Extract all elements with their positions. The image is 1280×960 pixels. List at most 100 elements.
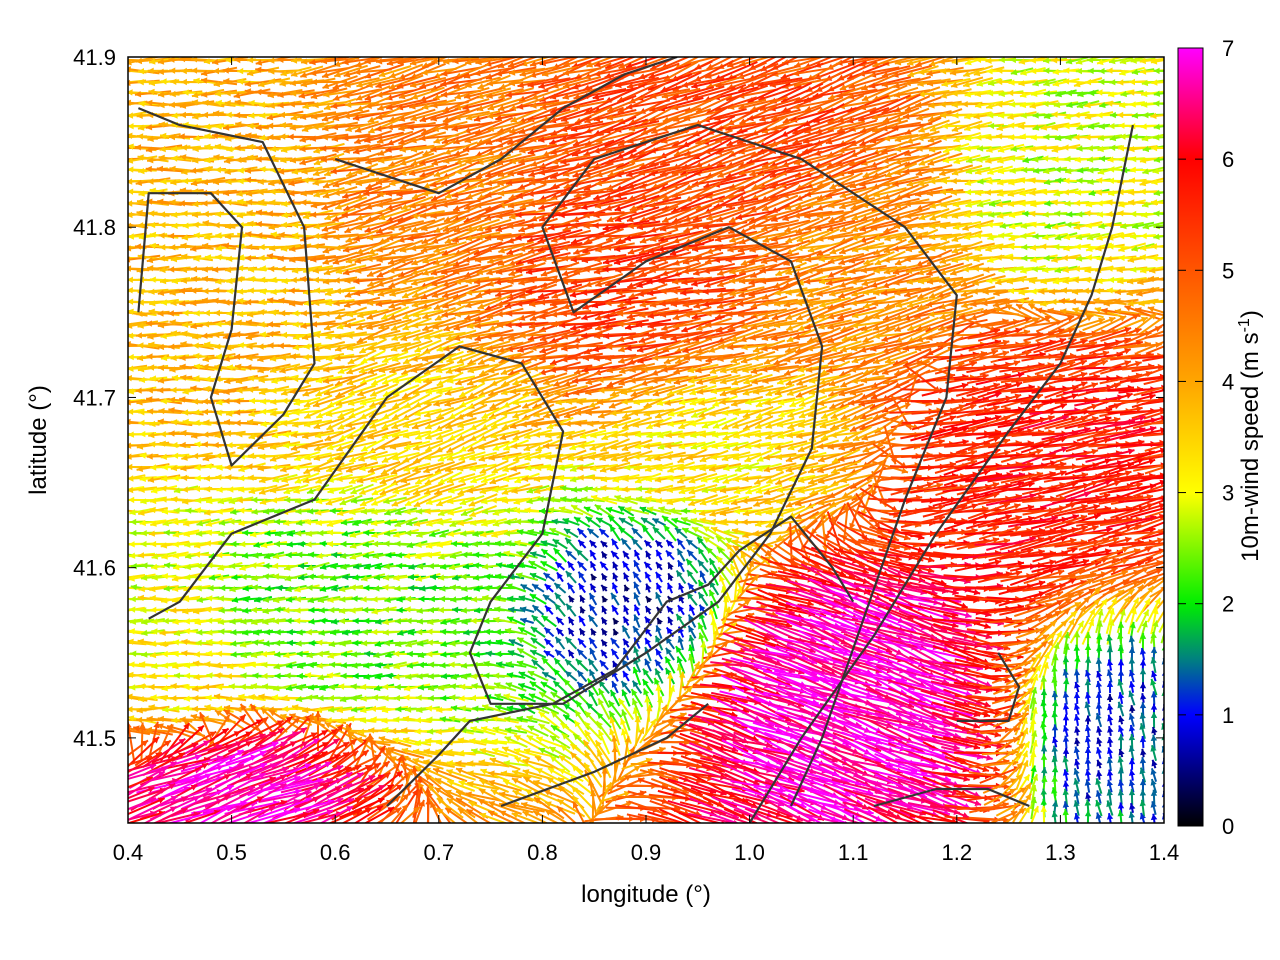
- wind-arrow-shaft: [454, 86, 490, 100]
- wind-arrow-head: [1129, 101, 1136, 108]
- wind-arrow-head: [1029, 57, 1036, 64]
- wind-arrow-head: [419, 116, 427, 123]
- wind-arrow-head: [179, 102, 187, 109]
- wind-arrow-head: [988, 79, 995, 87]
- wind-arrow-head: [1098, 78, 1105, 86]
- wind-arrow-shaft: [671, 98, 713, 110]
- wind-arrow-head: [627, 82, 634, 89]
- wind-arrow-head: [302, 103, 310, 110]
- wind-arrow-head: [1053, 101, 1061, 109]
- wind-arrow-head: [234, 99, 242, 106]
- wind-arrow-head: [542, 70, 549, 77]
- wind-arrow-head: [869, 82, 876, 89]
- wind-arrow-head: [268, 78, 275, 85]
- wind-arrow-head: [299, 113, 307, 120]
- wind-arrow-head: [1055, 91, 1062, 98]
- wind-arrow-head: [926, 70, 933, 77]
- wind-arrow-head: [332, 114, 340, 122]
- wind-arrow-shaft: [760, 64, 800, 78]
- wind-arrow-shaft: [616, 83, 658, 103]
- wind-arrow-shaft: [398, 62, 436, 80]
- wind-arrow-head: [907, 59, 914, 66]
- wind-arrow-head: [193, 77, 200, 84]
- wind-arrow-head: [116, 67, 122, 73]
- wind-arrow-shaft: [539, 83, 581, 103]
- wind-arrow-head: [115, 166, 121, 172]
- wind-arrow-shaft: [299, 111, 337, 119]
- wind-arrow-shaft: [692, 86, 736, 100]
- wind-arrow-head: [115, 235, 121, 241]
- wind-arrow-head: [1075, 58, 1083, 65]
- wind-arrow-head: [1153, 90, 1161, 97]
- wind-arrow-head: [1119, 101, 1126, 109]
- wind-arrow-head: [495, 70, 503, 77]
- wind-arrow-head: [1043, 57, 1050, 64]
- wind-arrow-head: [182, 89, 189, 96]
- wind-arrow-shaft: [538, 75, 582, 89]
- wind-arrow-head: [858, 116, 865, 123]
- wind-arrow-head: [940, 68, 947, 75]
- wind-arrow-head: [365, 102, 372, 109]
- wind-arrow-shaft: [892, 64, 932, 78]
- wind-arrow-head: [1117, 79, 1124, 86]
- wind-arrow-shaft: [806, 60, 842, 82]
- wind-arrow-shaft: [497, 57, 527, 69]
- wind-arrow-head: [508, 69, 516, 76]
- wind-arrow-shaft: [812, 88, 858, 98]
- wind-arrow-head: [1106, 100, 1113, 107]
- wind-arrow-head: [280, 70, 288, 77]
- wind-arrow-shaft: [769, 97, 813, 111]
- wind-arrow-head: [179, 57, 186, 63]
- wind-arrow-shaft: [419, 75, 459, 89]
- wind-arrow-head: [279, 111, 285, 119]
- wind-arrow-shaft: [894, 107, 930, 123]
- wind-arrow-head: [430, 115, 438, 122]
- wind-arrow-head: [782, 117, 790, 124]
- wind-arrow-shaft: [593, 66, 637, 76]
- wind-arrow-shaft: [485, 62, 525, 80]
- wind-arrow-head: [780, 73, 788, 80]
- wind-arrow-head: [1085, 79, 1092, 86]
- wind-arrow-head: [917, 80, 924, 87]
- wind-arrow-head: [1153, 67, 1160, 75]
- wind-arrow-shaft: [527, 77, 571, 87]
- wind-arrow-shaft: [233, 88, 271, 98]
- wind-arrow-head: [115, 90, 121, 96]
- wind-arrow-head: [160, 78, 167, 85]
- wind-arrow-head: [907, 71, 915, 78]
- wind-arrow-shaft: [508, 67, 546, 75]
- wind-arrow-head: [115, 277, 121, 283]
- wind-arrow-head: [213, 67, 219, 75]
- wind-arrow-shaft: [385, 85, 427, 101]
- wind-arrow-shaft: [410, 62, 446, 80]
- wind-arrow-shaft: [559, 97, 605, 111]
- wind-arrow-head: [550, 107, 558, 114]
- wind-arrow-shaft: [388, 74, 424, 90]
- wind-arrow-head: [331, 102, 338, 110]
- wind-arrow-shaft: [541, 65, 579, 77]
- wind-arrow-head: [115, 189, 121, 195]
- wind-arrow-shaft: [695, 94, 733, 114]
- wind-arrow-head: [258, 81, 265, 88]
- wind-arrow-head: [248, 112, 255, 119]
- wind-arrow-head: [128, 99, 132, 106]
- wind-arrow-shaft: [352, 110, 394, 120]
- wind-arrow-shaft: [750, 96, 788, 112]
- wind-arrow-head: [626, 62, 633, 69]
- wind-arrow-head: [1030, 67, 1037, 75]
- wind-arrow-head: [410, 81, 417, 88]
- wind-arrow-head: [828, 94, 835, 101]
- wind-arrow-head: [517, 81, 524, 89]
- wind-arrow-head: [134, 91, 142, 98]
- wind-arrow-shaft: [364, 57, 404, 63]
- wind-arrow-head: [114, 299, 120, 305]
- wind-arrow-head: [626, 103, 633, 110]
- wind-arrow-head: [973, 70, 981, 77]
- wind-arrow-head: [1108, 91, 1115, 98]
- wind-arrow-head: [986, 68, 993, 75]
- wind-arrow-shaft: [442, 95, 480, 113]
- wind-arrow-head: [321, 115, 329, 122]
- wind-arrow-head: [477, 83, 485, 90]
- wind-arrow-shaft: [704, 63, 746, 79]
